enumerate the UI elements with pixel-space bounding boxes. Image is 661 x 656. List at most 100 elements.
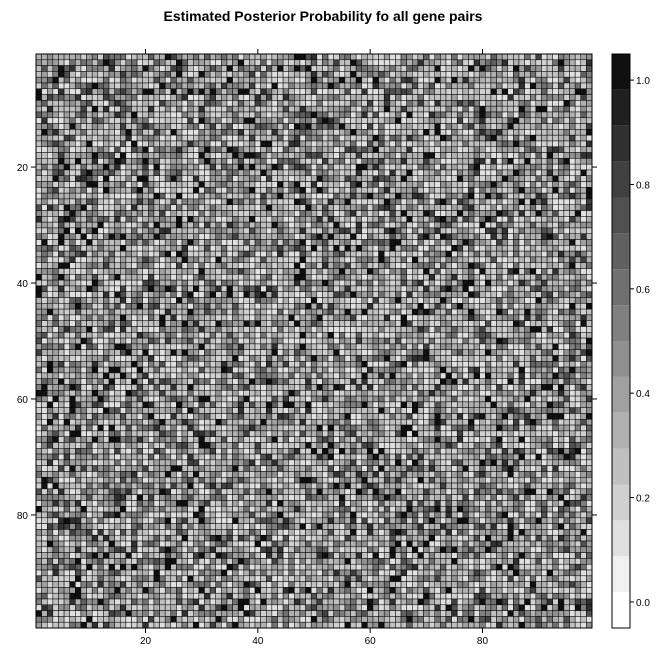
heatmap-cell [428, 239, 436, 246]
heatmap-cell [91, 291, 99, 298]
heatmap-cell [479, 76, 486, 84]
heatmap-cell [552, 134, 559, 142]
heatmap-cell [406, 256, 413, 263]
heatmap-cell [271, 105, 278, 113]
heatmap-cell [299, 204, 306, 211]
heatmap-cell [198, 268, 205, 275]
heatmap-cell [552, 245, 559, 252]
heatmap-cell [485, 187, 492, 194]
heatmap-cell [574, 76, 582, 84]
heatmap-cell [254, 129, 261, 136]
heatmap-cell [119, 343, 127, 350]
heatmap-cell [260, 123, 267, 130]
heatmap-cell [294, 233, 301, 240]
heatmap-cell [322, 274, 329, 281]
heatmap-cell [451, 134, 458, 142]
heatmap-cell [277, 250, 284, 258]
heatmap-cell [327, 140, 334, 148]
heatmap-cell [372, 71, 379, 78]
heatmap-cell [52, 239, 59, 246]
heatmap-cell [170, 158, 177, 165]
heatmap-cell [215, 59, 222, 66]
heatmap-cell [361, 192, 368, 200]
heatmap-cell [473, 82, 480, 90]
heatmap-cell [288, 111, 295, 119]
heatmap-cell [299, 169, 306, 177]
heatmap-cell [552, 320, 559, 327]
heatmap-cell [131, 105, 138, 113]
heatmap-cell [232, 274, 239, 281]
heatmap-cell [412, 326, 419, 333]
heatmap-cell [305, 239, 312, 246]
heatmap-cell [501, 308, 509, 316]
heatmap-cell [271, 297, 278, 304]
heatmap-cell [496, 169, 503, 177]
heatmap-cell [131, 71, 138, 78]
heatmap-cell [569, 105, 576, 113]
heatmap-cell [266, 82, 273, 90]
heatmap-cell [35, 210, 42, 217]
heatmap-cell [513, 111, 520, 119]
heatmap-cell [226, 140, 233, 148]
heatmap-cell [243, 146, 250, 153]
heatmap-cell [383, 163, 391, 171]
heatmap-cell [440, 297, 447, 304]
heatmap-cell [187, 111, 194, 119]
heatmap-cell [58, 308, 65, 316]
heatmap-cell [108, 76, 115, 84]
heatmap-cell [383, 227, 391, 234]
heatmap-cell [108, 332, 115, 339]
heatmap-cell [580, 250, 587, 258]
heatmap-cell [428, 129, 436, 136]
heatmap-cell [209, 227, 216, 234]
heatmap-cell [485, 65, 492, 72]
heatmap-cell [586, 250, 593, 258]
heatmap-cell [344, 204, 351, 211]
heatmap-cell [558, 291, 565, 298]
heatmap-cell [159, 337, 166, 345]
heatmap-cell [41, 332, 48, 339]
heatmap-cell [524, 117, 531, 124]
heatmap-cell [209, 82, 216, 90]
heatmap-cell [58, 268, 65, 275]
heatmap-cell [428, 169, 436, 177]
heatmap-cell [46, 100, 54, 107]
heatmap-cell [412, 198, 419, 205]
heatmap-cell [574, 140, 582, 148]
heatmap-cell [350, 320, 357, 327]
heatmap-cell [580, 169, 587, 177]
heatmap-cell [406, 65, 413, 72]
heatmap-cell [282, 117, 289, 124]
heatmap-cell [412, 123, 419, 130]
heatmap-cell [406, 146, 413, 153]
heatmap-cell [288, 117, 295, 124]
heatmap-cell [249, 181, 256, 188]
heatmap-cell [35, 192, 42, 200]
heatmap-cell [75, 53, 82, 61]
heatmap-cell [574, 117, 582, 124]
heatmap-cell [305, 146, 312, 153]
heatmap-cell [372, 332, 379, 339]
heatmap-cell [535, 279, 542, 287]
heatmap-cell [108, 152, 115, 159]
heatmap-cell [383, 140, 391, 148]
heatmap-cell [153, 105, 160, 113]
heatmap-cell [97, 233, 104, 240]
heatmap-cell [215, 53, 222, 61]
heatmap-cell [344, 314, 351, 321]
heatmap-cell [524, 71, 531, 78]
heatmap-cell [490, 279, 497, 287]
heatmap-cell [479, 175, 486, 182]
heatmap-cell [462, 308, 469, 316]
heatmap-cell [518, 129, 525, 136]
heatmap-cell [294, 256, 301, 263]
heatmap-cell [479, 239, 486, 246]
heatmap-cell [86, 221, 93, 229]
heatmap-cell [479, 291, 486, 298]
heatmap-cell [86, 256, 93, 263]
heatmap-cell [249, 82, 256, 90]
heatmap-cell [142, 337, 149, 345]
heatmap-cell [473, 152, 480, 159]
heatmap-cell [63, 221, 70, 229]
heatmap-cell [468, 198, 475, 205]
